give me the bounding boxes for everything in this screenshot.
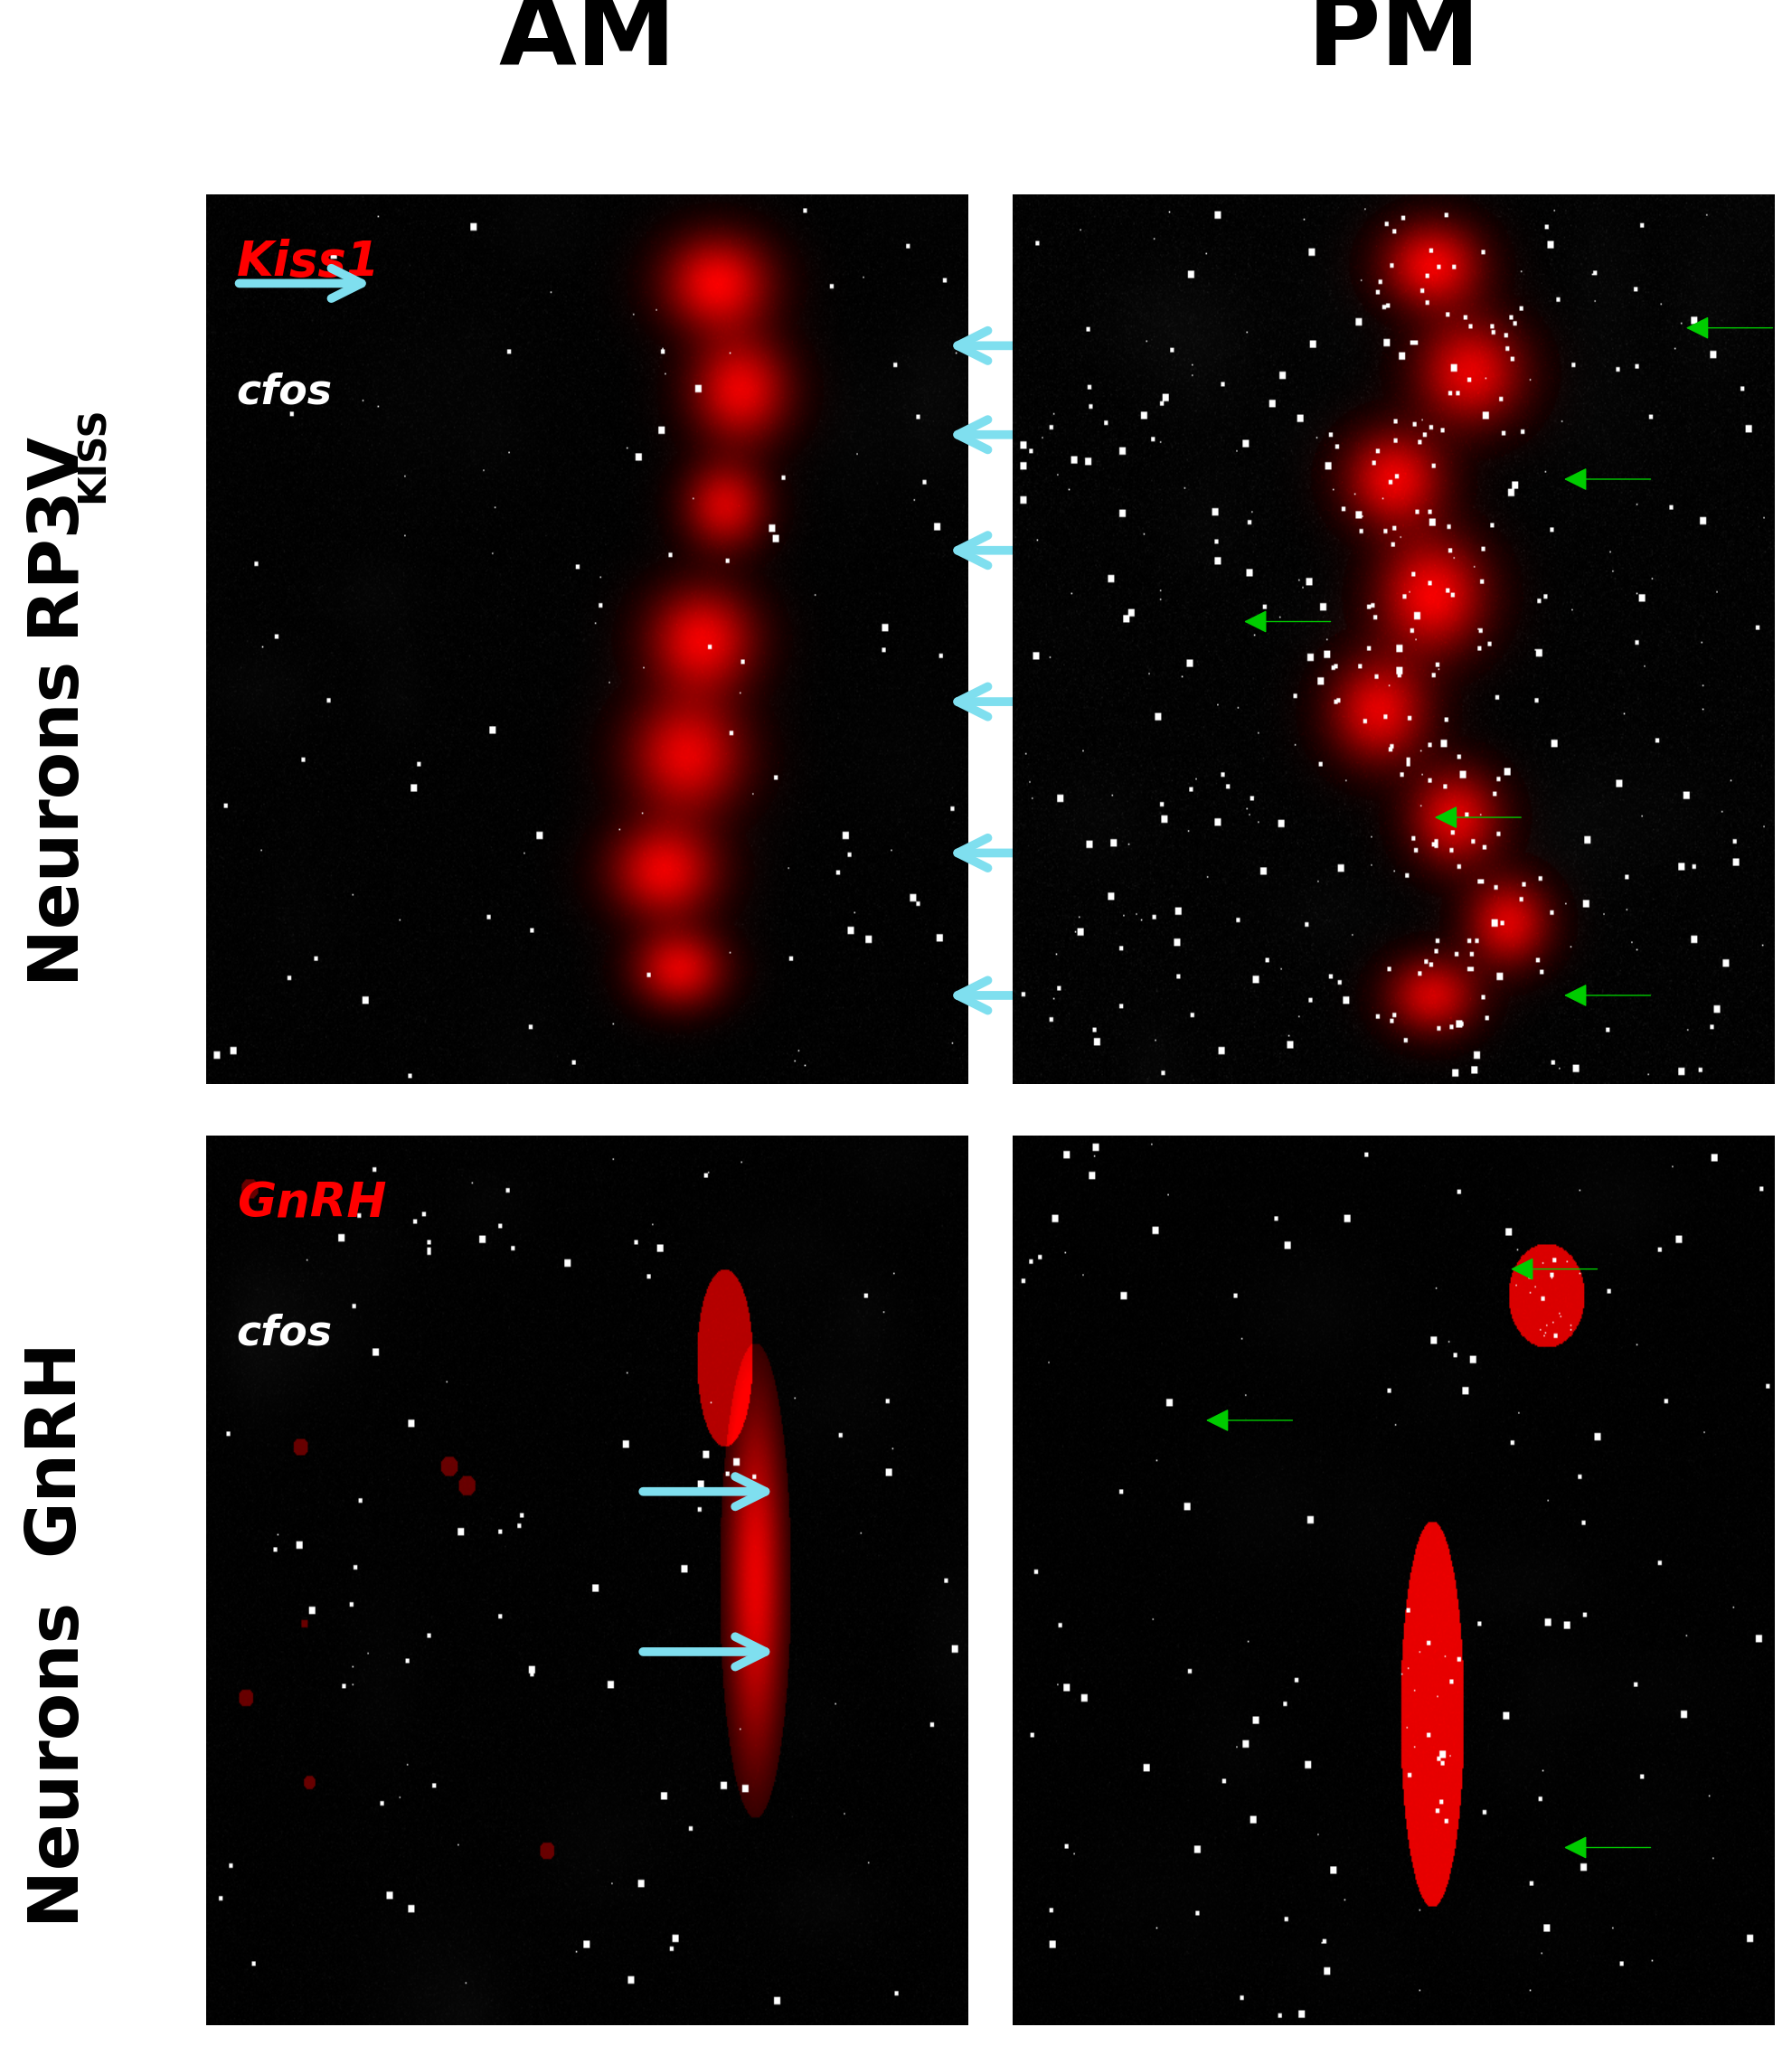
Text: Kiss1: Kiss1	[237, 239, 380, 286]
Text: Neurons: Neurons	[20, 655, 88, 980]
Text: GnRH: GnRH	[20, 1338, 88, 1555]
Text: cfos: cfos	[237, 1314, 332, 1354]
Text: RP3V: RP3V	[20, 430, 88, 634]
Text: AM: AM	[498, 0, 676, 86]
Text: Neurons: Neurons	[20, 1596, 88, 1921]
Text: KISS: KISS	[73, 407, 113, 503]
Text: PM: PM	[1306, 0, 1480, 86]
Text: cfos: cfos	[237, 372, 332, 413]
Text: GnRH: GnRH	[237, 1181, 385, 1228]
